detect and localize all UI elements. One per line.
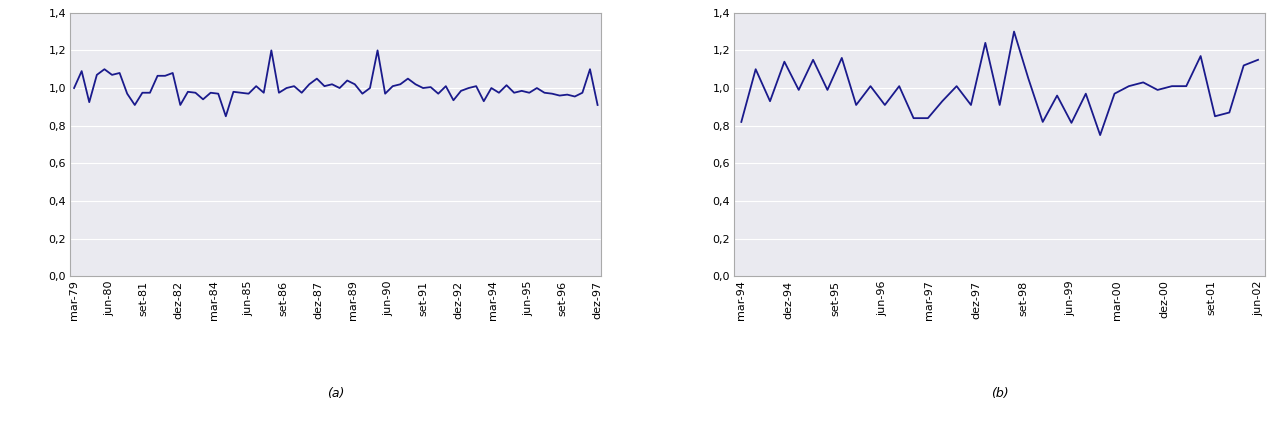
Text: (a): (a) xyxy=(327,387,345,400)
Text: (b): (b) xyxy=(990,387,1008,400)
